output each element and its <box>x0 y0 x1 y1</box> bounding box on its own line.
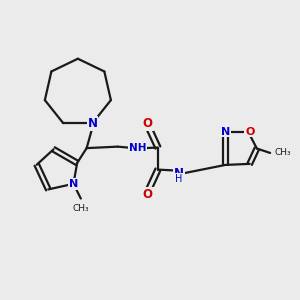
Text: N: N <box>221 127 230 136</box>
Text: O: O <box>142 117 153 130</box>
Text: NH: NH <box>129 143 146 153</box>
Text: N: N <box>69 179 78 189</box>
Text: O: O <box>142 188 153 201</box>
Text: H: H <box>176 174 183 184</box>
Text: CH₃: CH₃ <box>274 148 291 158</box>
Text: O: O <box>245 127 254 136</box>
Text: CH₃: CH₃ <box>73 204 89 213</box>
Text: N: N <box>174 167 184 180</box>
Text: N: N <box>88 117 98 130</box>
